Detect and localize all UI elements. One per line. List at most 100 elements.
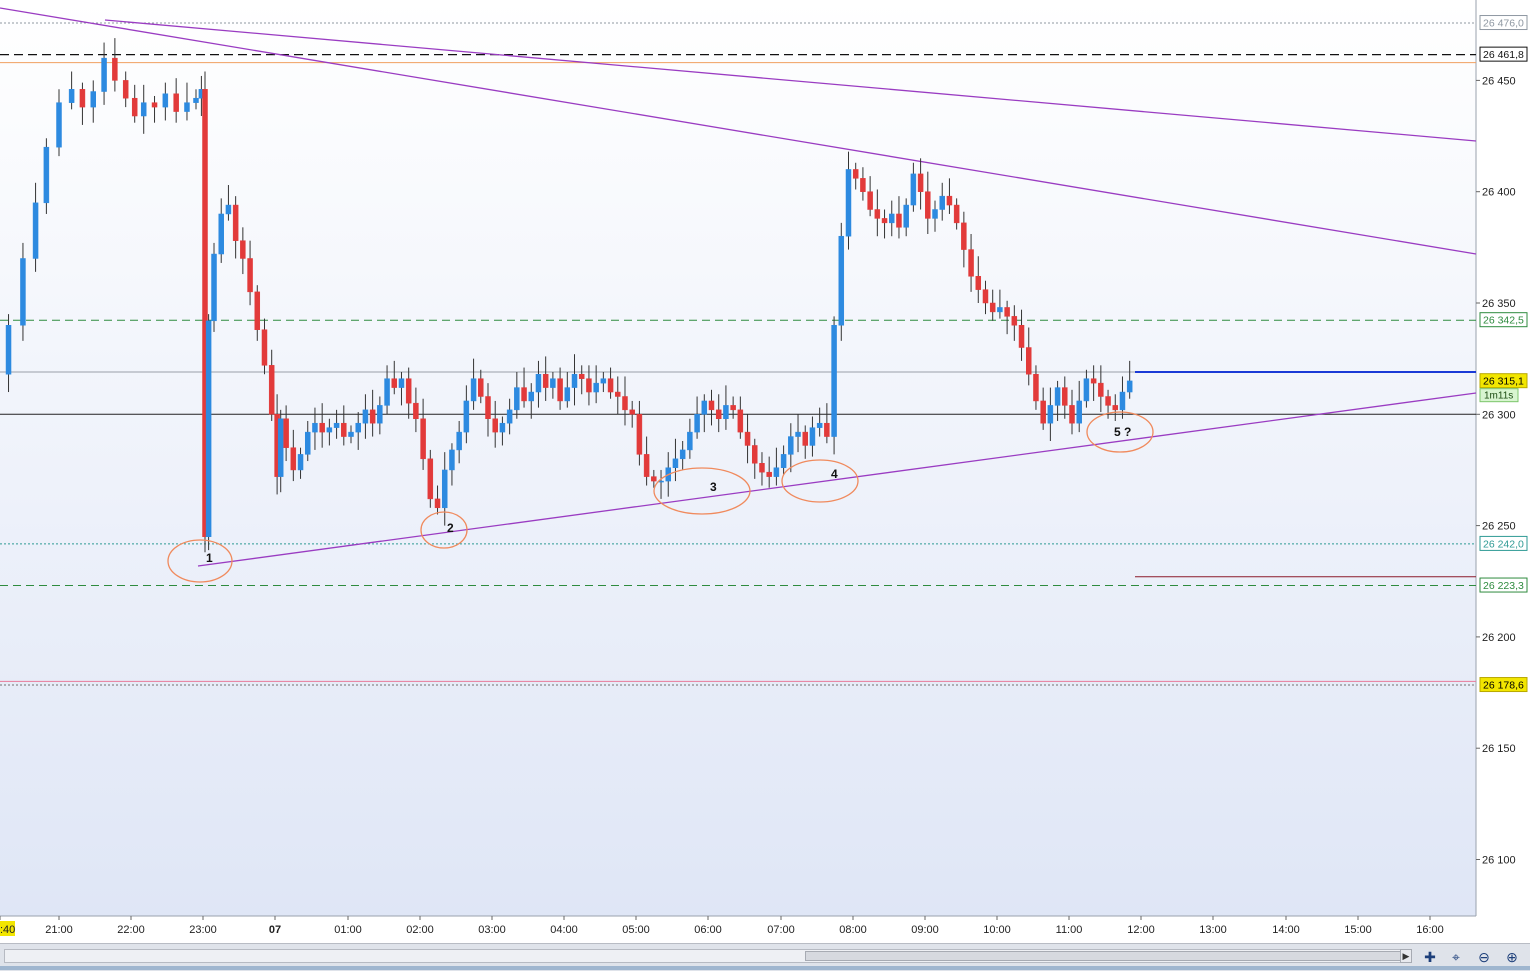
candle-body <box>636 414 643 455</box>
candle-body <box>1090 378 1097 384</box>
candle-body <box>470 378 477 402</box>
zoom-in-icon[interactable]: ⊕ <box>1506 949 1518 965</box>
candle-body <box>1033 373 1039 402</box>
candle-body <box>1126 380 1133 393</box>
price-level-tag-text: 26 461,8 <box>1483 49 1524 61</box>
candle-down <box>122 71 129 108</box>
price-level-tag-text: 26 178,6 <box>1483 680 1524 692</box>
candle-down <box>802 425 808 459</box>
candle-body <box>874 209 881 219</box>
candle-down <box>319 403 325 448</box>
candle-up <box>499 416 506 446</box>
candle-up <box>795 414 801 453</box>
candle-body <box>860 178 866 192</box>
candle-down <box>290 429 297 482</box>
candle-body <box>672 458 679 468</box>
candle-up <box>384 365 390 415</box>
candle-body <box>723 405 729 420</box>
x-tick-label: 22:00 <box>117 924 145 936</box>
x-tick-label: 07:00 <box>767 924 795 936</box>
candle-body <box>43 146 50 204</box>
candle-body <box>478 378 484 397</box>
candle-up <box>56 89 62 157</box>
candle-down <box>643 436 650 486</box>
candle-body <box>247 258 253 293</box>
candle-down <box>268 349 275 421</box>
candles <box>5 38 1133 553</box>
annotation-label: 5 ? <box>1114 425 1131 439</box>
candle-up <box>463 385 470 444</box>
x-tick-label: 15:00 <box>1344 924 1372 936</box>
price-level-tag: 26 461,8 <box>1479 46 1528 62</box>
candle-up <box>5 314 12 393</box>
candle-up <box>788 423 794 473</box>
candle-down <box>1011 305 1018 341</box>
candle-down <box>391 360 398 395</box>
annotation-circle <box>167 539 233 583</box>
candle-body <box>737 409 744 433</box>
candle-up <box>90 80 96 123</box>
x-tick-label: 14:00 <box>1272 924 1300 936</box>
candle-up <box>101 42 107 105</box>
candle-body <box>867 191 873 210</box>
candle-body <box>131 97 138 117</box>
candle-body <box>277 418 284 477</box>
candle-body <box>268 365 275 415</box>
window-bottom-border <box>0 966 1530 970</box>
price-level-tag-box <box>1479 577 1528 593</box>
x-tick-label: :40 <box>0 924 15 936</box>
price-level-labels: 26 476,0 26 461,8 26 342,5 26 315,1 26 242,0… <box>1479 15 1528 693</box>
price-level-lines <box>0 22 1476 686</box>
scroll-thumb[interactable] <box>805 951 1409 961</box>
candle-up <box>193 89 199 110</box>
candle-body <box>1098 382 1104 397</box>
annotation-circle <box>1086 411 1154 453</box>
candle-body <box>5 325 12 375</box>
candle-body <box>903 204 909 228</box>
x-tick-label: 11:00 <box>1056 924 1083 936</box>
x-cursor-badge <box>0 921 15 936</box>
candle-up <box>831 316 837 455</box>
candle-up <box>211 242 217 332</box>
x-tick-label: 05:00 <box>622 924 650 936</box>
candle-body <box>961 222 967 250</box>
candle-down <box>881 209 888 239</box>
candle-body <box>528 391 535 402</box>
price-level-tag-text: 26 223,3 <box>1483 580 1524 592</box>
candle-body <box>795 431 801 437</box>
candle-up <box>398 372 405 406</box>
candle-body <box>485 396 491 420</box>
candle-body <box>780 454 787 468</box>
annotation-label: 4 <box>831 467 838 481</box>
candle-body <box>261 329 268 366</box>
candle-body <box>521 387 527 402</box>
candle-body <box>932 209 938 219</box>
candle-up <box>679 441 686 470</box>
candle-down <box>946 178 953 214</box>
candle-body <box>405 378 412 404</box>
scroll-right-arrow-icon[interactable]: ▶ <box>1400 949 1412 963</box>
candle-down <box>1069 389 1075 435</box>
candle-body <box>341 422 347 437</box>
auto-scale-icon[interactable]: ⌖ <box>1452 949 1460 965</box>
zoom-out-icon[interactable]: ⊖ <box>1478 949 1490 965</box>
candle-down <box>1112 394 1119 421</box>
candle-body <box>910 173 917 206</box>
candle-body <box>730 405 736 411</box>
scroll-track[interactable] <box>4 949 1412 963</box>
candle-up <box>838 222 845 341</box>
candle-down <box>485 383 491 437</box>
candle-body <box>550 378 556 388</box>
add-indicator-icon[interactable]: ✚ <box>1424 949 1436 965</box>
candle-up <box>809 416 816 457</box>
candle-body <box>701 400 708 415</box>
candle-up <box>205 314 212 551</box>
candle-up <box>1047 387 1054 442</box>
candle-body <box>607 378 614 393</box>
candle-body <box>304 431 311 455</box>
candle-body <box>788 436 794 455</box>
candle-body <box>1112 405 1119 411</box>
candle-down <box>557 367 563 410</box>
